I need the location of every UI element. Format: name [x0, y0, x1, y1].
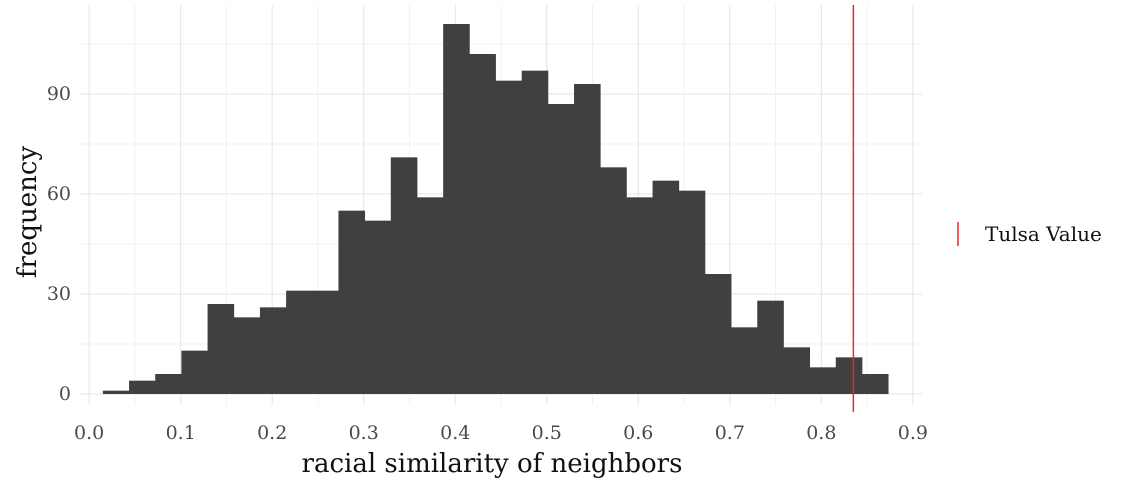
x-tick-label: 0.9 [898, 422, 928, 444]
x-tick-label: 0.5 [532, 422, 562, 444]
histogram-bar [338, 210, 366, 394]
histogram-bar [469, 54, 496, 394]
histogram-bar [600, 167, 627, 394]
x-tick-label: 0.2 [257, 422, 287, 444]
histogram-bar [312, 290, 339, 394]
y-tick-label: 90 [47, 83, 71, 105]
histogram-bar [495, 80, 523, 395]
histogram-bar [259, 307, 287, 394]
x-tick-label: 0.8 [806, 422, 836, 444]
histogram-bar [286, 290, 313, 394]
histogram-bar [861, 374, 889, 394]
histogram-bar [155, 374, 182, 394]
histogram-bar [835, 357, 863, 394]
histogram-bar [626, 197, 653, 394]
legend: Tulsa Value [957, 222, 1102, 246]
histogram-bars [102, 24, 889, 395]
x-axis-title: racial similarity of neighbors [302, 449, 683, 479]
histogram-bar [652, 180, 680, 394]
x-tick-label: 0.4 [440, 422, 470, 444]
histogram-bar [443, 24, 470, 394]
histogram-bar [390, 157, 418, 394]
histogram-bar [757, 300, 784, 394]
histogram-bar [102, 390, 130, 394]
y-tick-label: 60 [47, 183, 71, 205]
y-tick-label: 0 [59, 383, 71, 405]
histogram-bar [704, 274, 732, 394]
y-tick-labels: 0 30 60 90 [47, 83, 71, 405]
histogram-bar [783, 347, 811, 394]
histogram-bar [521, 70, 549, 395]
x-tick-label: 0.3 [349, 422, 379, 444]
histogram-bar [574, 84, 601, 394]
histogram-bar [181, 350, 208, 394]
histogram-bar [731, 327, 758, 394]
histogram-bar [364, 220, 392, 394]
histogram-bar [129, 380, 156, 394]
y-axis-title: frequency [13, 146, 43, 279]
y-tick-label: 30 [47, 283, 71, 305]
histogram-bar [678, 190, 706, 394]
legend-label: Tulsa Value [985, 222, 1102, 246]
histogram-bar [547, 104, 575, 394]
x-tick-label: 0.0 [74, 422, 104, 444]
x-tick-label: 0.1 [166, 422, 196, 444]
x-tick-labels: 0.0 0.1 0.2 0.3 0.4 0.5 0.6 0.7 0.8 0.9 [74, 422, 928, 444]
histogram-bar [416, 197, 444, 394]
histogram-bar [809, 367, 837, 394]
x-tick-label: 0.7 [715, 422, 745, 444]
x-tick-label: 0.6 [623, 422, 653, 444]
histogram-bar [233, 317, 261, 394]
histogram-bar [207, 304, 235, 394]
